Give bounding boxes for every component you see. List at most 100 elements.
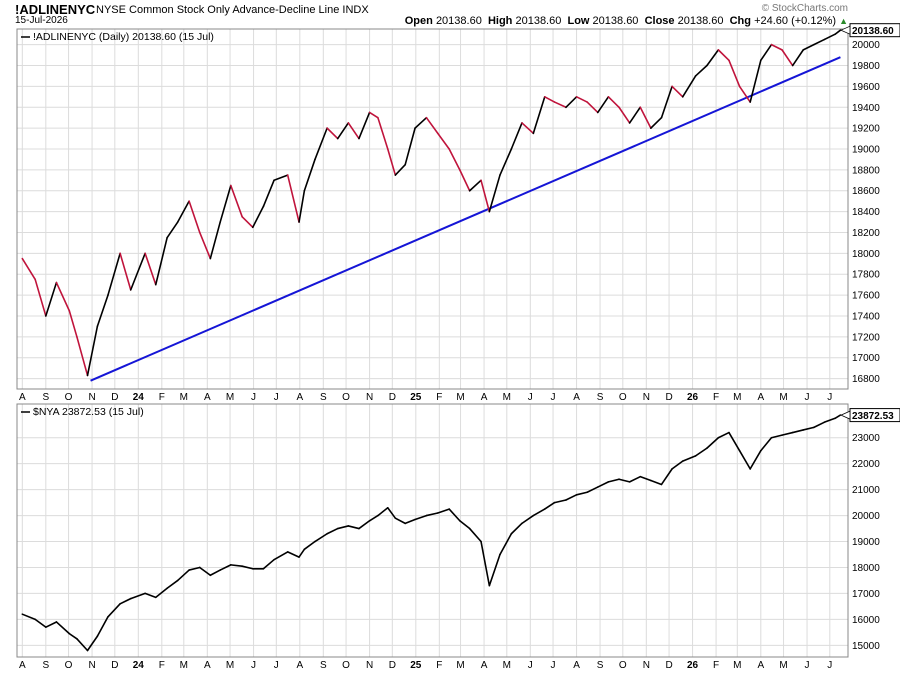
low-label: Low — [567, 15, 590, 27]
x-tick-label: D — [389, 660, 396, 671]
x-tick-label: O — [619, 392, 627, 403]
series-segment — [596, 481, 610, 488]
x-tick-label: M — [456, 660, 464, 671]
x-tick-label: D — [111, 392, 118, 403]
x-tick-label: F — [436, 392, 442, 403]
x-tick-label: S — [42, 660, 49, 671]
x-tick-label: A — [204, 392, 211, 403]
up-arrow-icon: ▲ — [839, 16, 848, 26]
x-tick-label: J — [251, 392, 256, 403]
x-tick-label: D — [665, 392, 672, 403]
series-segment — [596, 96, 610, 114]
series-segment — [377, 506, 389, 517]
x-tick-label: D — [665, 660, 672, 671]
series-segment — [386, 148, 397, 176]
series-segment — [717, 49, 730, 62]
x-tick-label: M — [226, 392, 234, 403]
x-tick-label: J — [251, 660, 256, 671]
y-tick-label: 19000 — [852, 537, 880, 548]
series-segment — [425, 512, 439, 517]
series-segment — [286, 551, 300, 558]
series-segment — [618, 478, 631, 483]
last-value-label: 23872.53 — [852, 411, 894, 422]
y-tick-label: 17000 — [852, 353, 880, 364]
x-tick-label: A — [19, 660, 26, 671]
last-value-pointer — [840, 410, 851, 420]
series-segment — [510, 522, 523, 535]
series-segment — [521, 122, 535, 135]
series-segment — [198, 231, 212, 260]
series-segment — [119, 597, 132, 605]
x-tick-label: O — [65, 660, 73, 671]
series-segment — [437, 132, 450, 150]
series-segment — [358, 519, 371, 530]
series-segment — [241, 216, 254, 229]
brand-label[interactable]: © StockCharts.com — [761, 3, 848, 14]
series-segment — [586, 101, 599, 114]
series-segment — [358, 111, 371, 140]
y-tick-label: 19400 — [852, 103, 880, 114]
x-tick-label: M — [180, 392, 188, 403]
y-tick-label: 16000 — [852, 615, 880, 626]
y-tick-label: 17600 — [852, 291, 880, 302]
chg-value: +24.60 (+0.12%) — [754, 15, 837, 27]
series-segment — [770, 43, 783, 51]
series-segment — [347, 122, 360, 140]
y-tick-label: 19800 — [852, 61, 880, 72]
y-tick-label: 22000 — [852, 459, 880, 470]
series-segment — [68, 309, 78, 338]
series-segment — [394, 163, 407, 176]
exchange-text: INDX — [342, 4, 369, 16]
series-segment — [499, 532, 513, 556]
series-segment — [96, 615, 109, 638]
series-segment — [586, 486, 599, 494]
series-segment — [326, 527, 339, 535]
series-segment — [326, 127, 339, 140]
series-segment — [628, 106, 642, 124]
series-segment — [618, 106, 631, 124]
y-tick-label: 18800 — [852, 165, 880, 176]
series-segment — [628, 475, 642, 483]
series-segment — [553, 101, 567, 109]
x-tick-label: N — [643, 392, 650, 403]
series-segment — [437, 508, 450, 514]
series-segment — [34, 278, 47, 317]
x-tick-label: A — [204, 660, 211, 671]
series-segment — [468, 179, 482, 192]
series-segment — [791, 49, 805, 67]
series-segment — [499, 148, 513, 176]
x-tick-label: A — [481, 392, 488, 403]
series-segment — [198, 566, 212, 577]
series-segment — [660, 85, 673, 119]
series-segment — [728, 431, 741, 452]
x-tick-label: D — [111, 660, 118, 671]
y-tick-label: 19600 — [852, 82, 880, 93]
series-segment — [671, 460, 684, 470]
series-segment — [694, 447, 708, 457]
series-segment — [480, 179, 491, 213]
series-segment — [813, 38, 826, 46]
x-tick-label: 25 — [410, 660, 422, 671]
x-tick-label: F — [713, 392, 719, 403]
ad-line-panel: 16800 17000 17200 17400 17600 17800 18000 18200… — [16, 23, 900, 403]
panel-border — [16, 403, 849, 658]
series-segment — [262, 558, 275, 570]
series-segment — [144, 252, 157, 286]
description-text: NYSE Common Stock Only Advance-Decline L… — [96, 4, 340, 16]
series-segment — [45, 621, 58, 628]
series-segment — [45, 281, 58, 317]
y-tick-label: 17000 — [852, 589, 880, 600]
last-value-pointer — [840, 25, 851, 35]
series-segment — [813, 421, 826, 429]
series-segment — [543, 501, 556, 510]
series-segment — [639, 475, 652, 482]
y-tick-label: 17400 — [852, 311, 880, 322]
series-segment — [543, 96, 556, 103]
x-tick-label: J — [274, 392, 279, 403]
series-segment — [68, 632, 78, 640]
high-value: 20138.60 — [515, 15, 562, 27]
series-segment — [286, 174, 300, 223]
x-tick-label: S — [320, 660, 327, 671]
series-segment — [802, 426, 815, 431]
